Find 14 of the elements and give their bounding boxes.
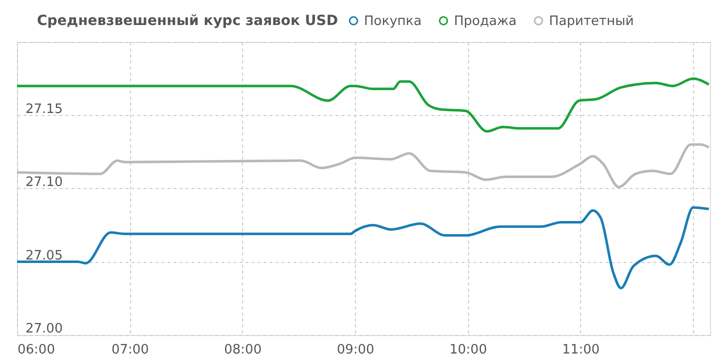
x-tick-label: 06:00 [18,342,55,358]
legend-label: Паритетный [549,14,634,29]
x-tick-label: 07:00 [111,342,149,358]
x-tick-label: 11:00 [562,342,600,358]
y-tick-label: 27.00 [26,322,63,336]
x-tick-label: 08:00 [224,342,262,358]
y-tick-label: 27.10 [26,175,63,190]
x-tick-label: 09:00 [336,342,374,358]
chart-title: Средневзвешенный курс заявок USD [37,13,338,29]
legend-label: Покупка [364,14,422,29]
x-tick-label: 10:00 [449,342,487,358]
legend-label: Продажа [454,14,517,29]
y-tick-label: 27.15 [26,102,63,117]
y-tick-label: 27.05 [26,248,63,264]
